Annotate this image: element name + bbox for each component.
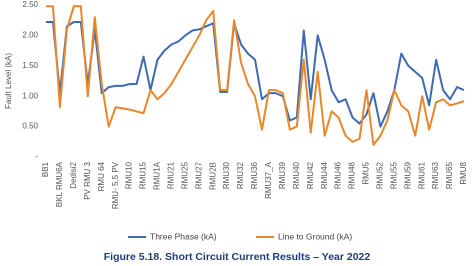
x-tick-label: RMU40 (292, 161, 301, 189)
x-tick-label: RMU59 (403, 161, 412, 189)
series-line (46, 21, 465, 128)
x-tick-label: RMU61 (417, 161, 426, 189)
y-tick-label: 1.00 (22, 91, 38, 100)
x-tick-label: RMU5 (362, 161, 371, 184)
x-tick-label: RMU44 (320, 161, 329, 189)
x-tick-label: RMU30 (222, 161, 231, 189)
x-tick-label: RMU39 (278, 161, 287, 189)
legend-label: Line to Ground (kA) (278, 231, 352, 241)
x-tick-label: RMU42 (306, 161, 315, 189)
series-line (46, 5, 465, 146)
x-tick-label: RMU15 (139, 161, 148, 189)
x-tick-label: RMU21 (167, 161, 176, 189)
x-tick-label: RMU63 (431, 161, 440, 189)
x-tick-label: RMU32 (236, 161, 245, 189)
y-tick-label: 0.50 (22, 122, 38, 131)
x-tick-label: RMU 64 (97, 161, 106, 191)
x-tick-label: BB1 (41, 161, 50, 177)
x-tick-label: RMU46 (334, 161, 343, 189)
legend-label: Three Phase (kA) (150, 231, 217, 241)
x-tick-label: PV RMU 3 (83, 161, 92, 199)
x-tick-label: RMU8 (459, 161, 468, 184)
caption: Figure 5.18. Short Circuit Current Resul… (104, 251, 371, 263)
y-tick-label: 2.00 (22, 31, 38, 40)
x-tick-label: RMU2B (208, 162, 217, 190)
x-tick-label: RMU1A (153, 161, 162, 190)
x-tick-label: RMU65 (445, 161, 454, 189)
x-tick-label: RMU10 (125, 161, 134, 189)
x-tick-label: RMU37_A (264, 161, 273, 199)
x-tick-label: RMU- 5.5 PV (111, 161, 120, 209)
y-axis-label: Fault Level (kA) (4, 53, 13, 109)
x-tick-label: Dedisi2 (69, 161, 78, 188)
x-tick-label: RMU52 (376, 161, 385, 189)
x-tick-label: RMU48 (348, 161, 357, 189)
y-tick-label: 1.50 (22, 61, 38, 70)
x-tick-label: RMU55 (389, 161, 398, 189)
x-tick-label: RMU25 (180, 161, 189, 189)
x-tick-label: RMU27 (194, 161, 203, 189)
x-tick-label: RMU36 (250, 161, 259, 189)
x-tick-label: BKL RMU6A (55, 161, 64, 207)
y-tick-label: - (35, 152, 38, 161)
y-tick-label: 2.50 (22, 0, 38, 9)
